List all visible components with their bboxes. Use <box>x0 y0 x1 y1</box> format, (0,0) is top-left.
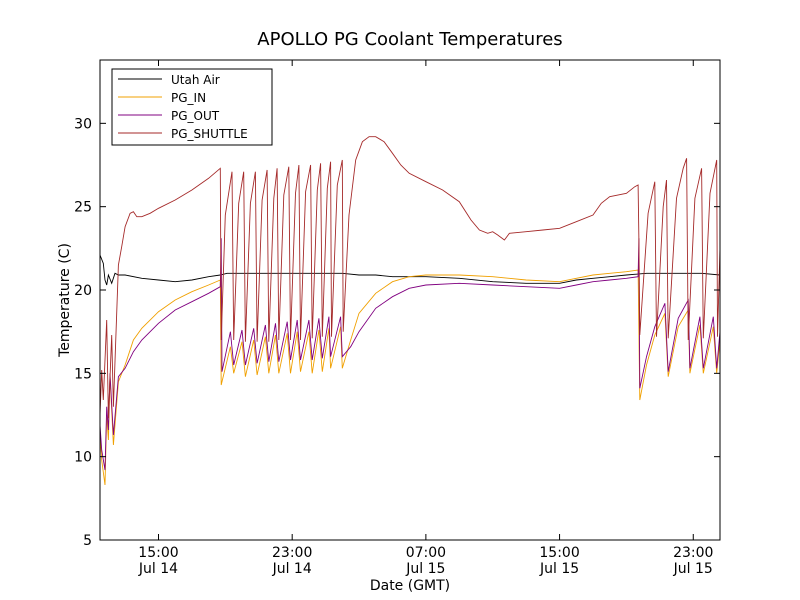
y-axis-label: Temperature (C) <box>57 243 73 358</box>
y-tick-label: 25 <box>74 200 92 216</box>
y-tick-label: 20 <box>74 283 92 299</box>
x-tick-label-date: Jul 14 <box>272 561 312 577</box>
legend: Utah Air PG_IN PG_OUT PG_SHUTTLE <box>111 68 273 146</box>
x-tick-label-date: Jul 15 <box>673 561 713 577</box>
y-tick-label: 10 <box>74 450 92 466</box>
series-line-utah-air <box>100 254 720 286</box>
x-tick-label-date: Jul 14 <box>138 561 178 577</box>
x-tick-label-time: 23:00 <box>673 545 713 561</box>
series-line-pg-in <box>100 269 720 486</box>
x-tick-label-time: 23:00 <box>272 545 312 561</box>
x-axis-label: Date (GMT) <box>370 578 450 594</box>
x-tick-label-date: Jul 15 <box>539 561 579 577</box>
y-tick-label: 5 <box>83 533 92 549</box>
legend-label: PG_OUT <box>171 109 220 123</box>
chart-title: APOLLO PG Coolant Temperatures <box>257 29 562 50</box>
series-line-pg-shuttle <box>100 136 720 419</box>
plot-frame <box>99 59 721 541</box>
y-tick-label: 15 <box>74 366 92 382</box>
legend-label: PG_SHUTTLE <box>171 127 248 141</box>
x-tick-label-time: 15:00 <box>138 545 178 561</box>
legend-box <box>111 68 273 146</box>
series-line-pg-out <box>100 238 720 471</box>
x-tick-label-date: Jul 15 <box>405 561 445 577</box>
legend-label: PG_IN <box>171 91 206 105</box>
x-tick-label-time: 07:00 <box>406 545 446 561</box>
y-tick-label: 30 <box>74 116 92 132</box>
legend-label: Utah Air <box>171 73 220 87</box>
x-tick-label-time: 15:00 <box>539 545 579 561</box>
